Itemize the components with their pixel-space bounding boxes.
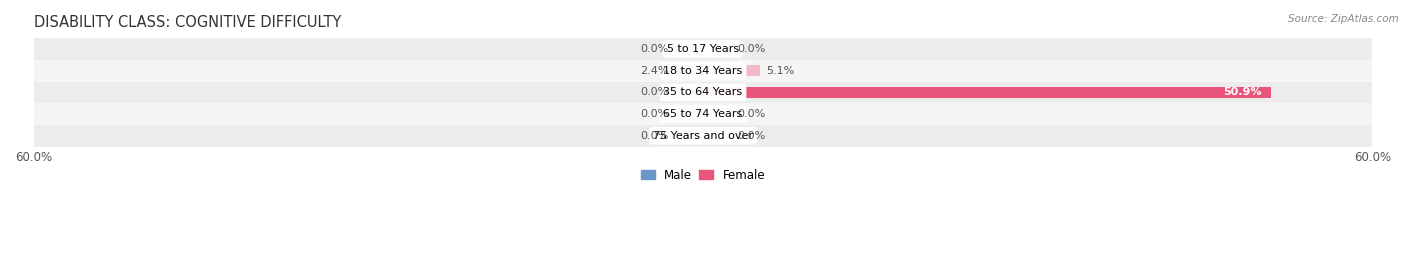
Text: 0.0%: 0.0% [640,87,668,97]
Text: 0.0%: 0.0% [640,44,668,54]
Text: 50.9%: 50.9% [1223,87,1263,97]
Text: 5.1%: 5.1% [766,66,794,76]
Bar [675,130,703,141]
Bar [675,43,703,55]
Bar [34,125,1372,147]
Bar [703,87,1271,98]
Text: 35 to 64 Years: 35 to 64 Years [664,87,742,97]
Legend: Male, Female: Male, Female [636,164,770,186]
Text: 18 to 34 Years: 18 to 34 Years [664,66,742,76]
Text: 75 Years and over: 75 Years and over [652,131,754,141]
Bar [676,65,703,76]
Text: 0.0%: 0.0% [640,109,668,119]
Bar [675,87,703,98]
Bar [34,38,1372,60]
Bar [675,108,703,120]
Bar [34,60,1372,82]
Text: 65 to 74 Years: 65 to 74 Years [664,109,742,119]
Bar [34,103,1372,125]
Text: 0.0%: 0.0% [738,109,766,119]
Text: 0.0%: 0.0% [738,131,766,141]
Text: 5 to 17 Years: 5 to 17 Years [666,44,740,54]
Bar [703,130,731,141]
Bar [703,65,759,76]
Text: DISABILITY CLASS: COGNITIVE DIFFICULTY: DISABILITY CLASS: COGNITIVE DIFFICULTY [34,15,340,30]
Bar [703,108,731,120]
Text: 0.0%: 0.0% [640,131,668,141]
Text: 2.4%: 2.4% [640,66,668,76]
Text: Source: ZipAtlas.com: Source: ZipAtlas.com [1288,14,1399,23]
Text: 0.0%: 0.0% [738,44,766,54]
Bar [34,82,1372,103]
Bar [703,43,731,55]
